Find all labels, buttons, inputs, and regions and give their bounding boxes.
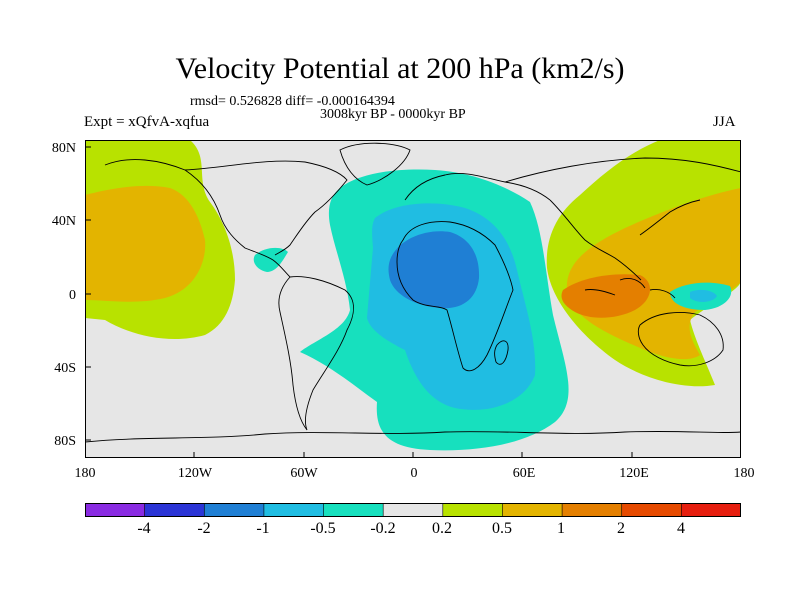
colorbar-label: -4	[137, 520, 151, 537]
colorbar-swatch	[323, 503, 384, 517]
colorbar-label: -0.2	[370, 520, 396, 537]
colorbar-swatch	[144, 503, 206, 517]
lon-label-180e: 180	[733, 466, 755, 481]
greenland-coast	[339, 142, 411, 186]
lat-label-80n: 80N	[51, 141, 76, 156]
colorbar-frame	[85, 503, 741, 517]
colorbar-label: 1	[557, 520, 565, 537]
colorbar-swatches	[85, 503, 741, 517]
north-america-coast	[104, 159, 348, 278]
colorbar	[85, 503, 741, 517]
colorbar-swatch	[382, 503, 444, 517]
velocity-potential-map	[85, 140, 741, 458]
moderate-positive-region-west	[85, 185, 206, 302]
chart-title: Velocity Potential at 200 hPa (km2/s)	[175, 52, 625, 85]
colorbar-label: 0.5	[492, 520, 512, 537]
colorbar-label: -2	[197, 520, 211, 537]
asia-coast	[504, 157, 741, 281]
negative-patch-caribbean	[253, 247, 288, 272]
lat-label-0: 0	[69, 288, 76, 303]
lon-label-60e: 60E	[512, 466, 536, 481]
negative-core-west-pacific	[690, 289, 717, 302]
colorbar-label: 2	[617, 520, 625, 537]
colorbar-swatch	[263, 503, 325, 517]
lon-label-60w: 60W	[290, 466, 318, 481]
lon-label-120e: 120E	[619, 466, 649, 481]
colorbar-swatch	[681, 503, 741, 517]
lat-label-80s: 80S	[54, 434, 76, 449]
colorbar-label: 0.2	[432, 520, 452, 537]
lat-label-40s: 40S	[54, 361, 76, 376]
experiment-label: Expt = xQfvA-xqfua	[84, 114, 210, 130]
south-america-coast	[278, 276, 354, 431]
season-label: JJA	[713, 114, 736, 130]
lon-label-120w: 120W	[177, 466, 213, 481]
colorbar-swatch	[621, 503, 683, 517]
colorbar-swatch	[203, 503, 265, 517]
map-frame	[85, 140, 741, 458]
europe-africa-coast	[396, 172, 551, 372]
colorbar-label: 4	[677, 520, 685, 537]
colorbar-swatch	[85, 503, 146, 517]
coastlines	[85, 142, 741, 443]
lat-label-40n: 40N	[51, 214, 76, 229]
stats-text: rmsd= 0.526828 diff= -0.000164394	[190, 94, 395, 109]
madagascar-coast	[494, 340, 509, 365]
strong-positive-region-maritime	[561, 274, 651, 318]
colorbar-swatch	[502, 503, 563, 517]
colorbar-label: -0.5	[310, 520, 336, 537]
indonesia-coast	[584, 277, 676, 299]
strong-negative-core-africa	[388, 231, 480, 309]
colorbar-swatch	[442, 503, 504, 517]
antarctica-coast	[85, 430, 741, 443]
colorbar-swatch	[561, 503, 623, 517]
lon-label-0: 0	[410, 466, 418, 481]
australia-coast	[637, 312, 724, 367]
lon-label-180w: 180	[74, 466, 96, 481]
period-text: 3008kyr BP - 0000kyr BP	[320, 107, 466, 122]
colorbar-label: -1	[256, 520, 270, 537]
